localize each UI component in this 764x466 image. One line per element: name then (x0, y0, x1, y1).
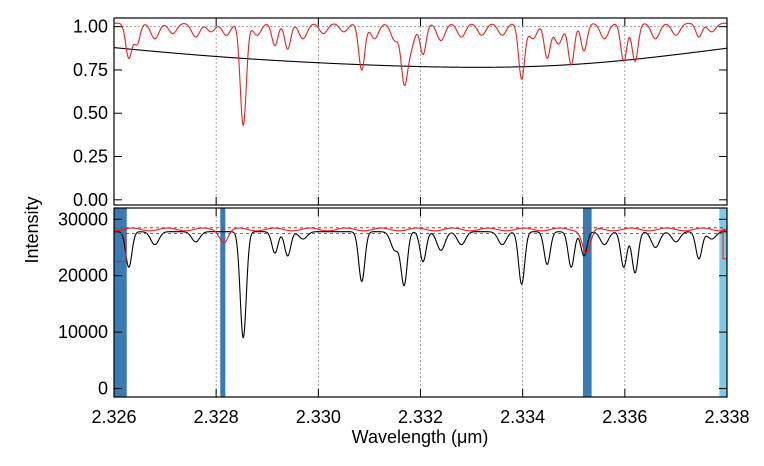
x-axis-label: Wavelength (μm) (352, 427, 489, 447)
x-tick-label: 2.336 (602, 407, 647, 427)
x-tick-label: 2.338 (704, 407, 749, 427)
x-tick-label: 2.334 (500, 407, 545, 427)
x-tick-label: 2.332 (398, 407, 443, 427)
spectrum-series-line (114, 227, 727, 263)
x-tick-label: 2.328 (194, 407, 239, 427)
top-panel: 0.00 0.25 0.50 0.75 1.00 (73, 17, 728, 210)
spectrum-series-line (114, 22, 727, 126)
y-tick-label: 0.25 (73, 147, 108, 167)
y-tick-label: 0 (98, 379, 108, 399)
y-tick-label: 20000 (58, 266, 108, 286)
y-tick-label: 0.00 (73, 190, 108, 210)
y-tick-label: 10000 (58, 322, 108, 342)
x-tick-label: 2.326 (91, 407, 136, 427)
y-tick-label: 0.75 (73, 60, 108, 80)
masked-region-band (582, 208, 592, 397)
y-tick-label: 1.00 (73, 17, 108, 37)
masked-region-band (220, 208, 226, 397)
x-tick-label: 2.330 (296, 407, 341, 427)
masked-region-band (114, 208, 127, 397)
masked-region-band (719, 208, 727, 397)
bottom-panel: 0 10000 20000 30000 (58, 207, 728, 399)
y-tick-label: 30000 (58, 209, 108, 229)
y-axis-label: Intensity (22, 196, 42, 263)
x-axis-tick-labels: 2.326 2.328 2.330 2.332 2.334 2.336 2.338 (91, 407, 749, 427)
y-tick-label: 0.50 (73, 103, 108, 123)
